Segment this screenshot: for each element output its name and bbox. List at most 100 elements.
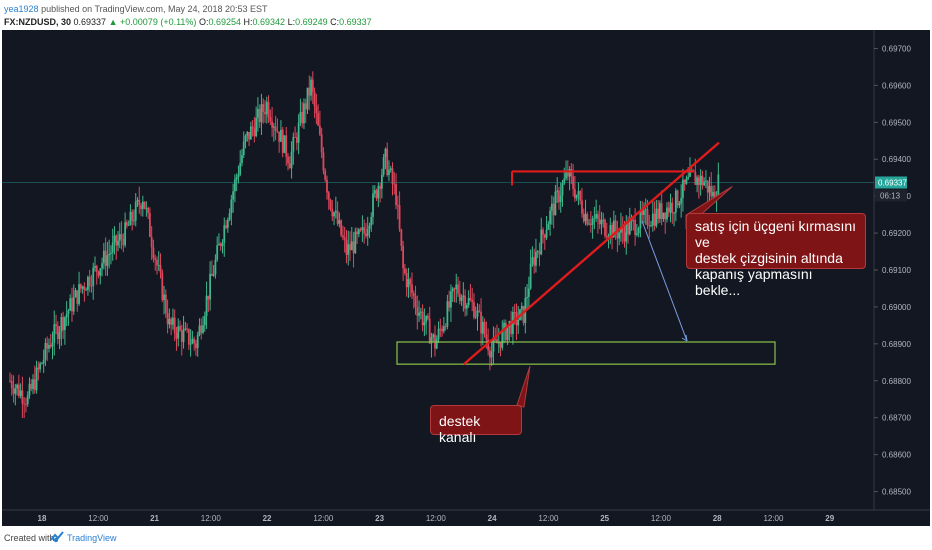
- close-value: 0.69337: [339, 17, 372, 27]
- candle-body: [653, 213, 656, 226]
- x-tick-label: 12:00: [88, 514, 109, 523]
- candle-body: [411, 284, 413, 293]
- candle-body: [303, 103, 305, 124]
- candle-body: [301, 111, 304, 124]
- chart-header: yea1928 published on TradingView.com, Ma…: [0, 0, 932, 30]
- price-chart[interactable]: 0.697000.696000.695000.694000.693000.692…: [2, 30, 930, 526]
- candle-body: [251, 126, 254, 129]
- candle-body: [561, 183, 564, 196]
- candle-body: [157, 265, 160, 266]
- candle-body: [51, 342, 54, 347]
- candle-body: [241, 155, 243, 163]
- candle-body: [373, 190, 376, 194]
- countdown-value: 06:13: [880, 191, 901, 200]
- candle-body: [168, 318, 171, 325]
- candle-body: [281, 129, 284, 153]
- candle-body: [513, 312, 516, 313]
- candle-body: [26, 395, 29, 405]
- candle-body: [366, 228, 369, 236]
- candle-body: [205, 295, 208, 317]
- candle-body: [285, 135, 288, 157]
- candle-body: [627, 223, 629, 235]
- candle-body: [423, 322, 426, 326]
- candle-body: [110, 252, 112, 254]
- candle-body: [458, 293, 461, 301]
- candle-body: [556, 190, 559, 192]
- candle-body: [265, 101, 268, 115]
- high-label: H:: [243, 17, 253, 27]
- y-tick-label: 0.69400: [882, 155, 911, 164]
- candle-body: [689, 169, 691, 177]
- candle-body: [589, 223, 592, 225]
- candle-body: [329, 199, 332, 209]
- candle-body: [487, 339, 490, 351]
- candle-body: [262, 104, 265, 112]
- candle-body: [124, 222, 127, 246]
- candle-body: [292, 136, 295, 152]
- candle-body: [650, 225, 652, 227]
- candle-body: [655, 208, 658, 226]
- candle-body: [352, 241, 355, 254]
- candle-body: [563, 178, 566, 184]
- candle-body: [591, 218, 594, 225]
- candle-body: [586, 214, 589, 225]
- candle-body: [379, 186, 382, 189]
- candle-body: [467, 297, 470, 306]
- candle-body: [635, 233, 638, 235]
- candle-body: [701, 175, 704, 186]
- candle-body: [196, 334, 199, 349]
- candle-body: [143, 201, 146, 209]
- high-value: 0.69342: [252, 17, 286, 27]
- candle-body: [152, 247, 155, 259]
- candle-body: [239, 162, 242, 175]
- candle-body: [469, 297, 472, 301]
- candle-body: [573, 189, 576, 199]
- candle-body: [568, 169, 571, 177]
- candle-body: [180, 330, 183, 342]
- candle-body: [249, 126, 252, 140]
- candle-body: [444, 326, 447, 327]
- candle-body: [412, 292, 415, 297]
- candle-body: [705, 180, 707, 182]
- candle-body: [628, 221, 631, 235]
- candle-body: [582, 213, 585, 222]
- candle-body: [380, 174, 383, 189]
- candle-body: [65, 314, 68, 318]
- candle-body: [269, 117, 272, 122]
- candle-body: [522, 306, 525, 324]
- candle-body: [331, 208, 334, 217]
- candle-body: [271, 121, 273, 128]
- candle-body: [457, 284, 459, 294]
- candle-body: [618, 232, 621, 239]
- candle-body: [451, 288, 454, 292]
- candle-body: [480, 311, 482, 334]
- candle-body: [230, 199, 233, 214]
- candle-body: [294, 136, 297, 138]
- candle-body: [10, 380, 13, 389]
- candle-body: [598, 219, 601, 225]
- support-note-pointer: [516, 365, 531, 408]
- candle-body: [235, 177, 238, 180]
- candle-body: [648, 225, 651, 227]
- candle-body: [545, 229, 548, 238]
- y-tick-label: 0.69100: [882, 266, 911, 275]
- candle-body: [630, 219, 633, 222]
- candle-body: [69, 298, 72, 311]
- candle-body: [216, 245, 219, 260]
- candle-body: [163, 294, 165, 301]
- chart-area[interactable]: 0.697000.696000.695000.694000.693000.692…: [2, 30, 930, 526]
- candle-body: [19, 390, 22, 396]
- candle-body: [682, 179, 684, 199]
- candle-body: [363, 227, 366, 234]
- candle-body: [28, 383, 31, 396]
- candle-body: [481, 321, 484, 334]
- candle-body: [614, 220, 617, 232]
- candle-body: [566, 172, 569, 177]
- author-link[interactable]: yea1928: [4, 4, 39, 14]
- symbol-label: FX:NZDUSD, 30: [4, 17, 72, 27]
- candle-body: [673, 212, 675, 214]
- candle-body: [299, 111, 302, 123]
- candle-body: [517, 320, 520, 326]
- candle-body: [496, 339, 498, 344]
- tradingview-brand[interactable]: TradingView: [67, 533, 117, 543]
